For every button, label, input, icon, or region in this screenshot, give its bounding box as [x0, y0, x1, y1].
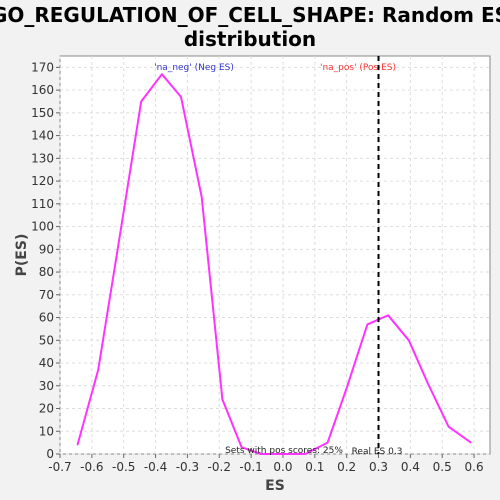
y-tick-label: 80: [39, 265, 54, 279]
data-point: [116, 250, 118, 253]
x-tick-label: -0.4: [144, 460, 167, 474]
y-tick-label: 10: [39, 424, 54, 438]
x-tick-label: 0.5: [433, 460, 452, 474]
data-point: [387, 314, 389, 316]
x-tick-label: 0.2: [337, 460, 356, 474]
data-point: [76, 444, 79, 446]
x-tick-label: 0.1: [305, 460, 324, 474]
data-point: [240, 446, 243, 448]
y-tick-label: 160: [31, 83, 54, 97]
data-point: [180, 96, 182, 98]
x-tick-label: -0.7: [48, 460, 71, 474]
data-point: [260, 453, 262, 455]
y-tick-label: 110: [31, 197, 54, 211]
y-tick-label: 40: [39, 356, 54, 370]
data-point: [470, 442, 472, 444]
series-line: [76, 73, 472, 455]
x-axis-ticks: -0.7 -0.6 -0.5 -0.4 -0.3 -0.2 -0.1 0.0 0.1 0.2 0.3…: [48, 454, 484, 474]
data-point: [346, 387, 348, 389]
x-tick-label: 0.4: [401, 460, 420, 474]
x-axis-label: ES: [265, 478, 285, 494]
series-layer: [76, 73, 472, 455]
data-point: [447, 426, 450, 428]
x-tick-label: -0.1: [239, 460, 262, 474]
y-tick-label: 90: [39, 242, 54, 256]
y-tick-label: 30: [39, 379, 54, 393]
y-tick-label: 70: [39, 288, 54, 302]
data-point: [201, 196, 203, 198]
pos-es-label: 'na_pos' (Pos ES): [320, 63, 396, 73]
y-tick-label: 150: [31, 106, 54, 120]
x-tick-label: 0.6: [465, 460, 484, 474]
chart-title-line2: distribution: [184, 27, 316, 51]
data-point: [97, 369, 99, 371]
data-point: [326, 442, 329, 444]
y-axis-label: P(ES): [14, 234, 30, 277]
data-point: [366, 323, 368, 325]
data-point: [140, 100, 142, 103]
data-point: [285, 453, 287, 455]
y-tick-label: 50: [39, 333, 54, 347]
y-tick-label: 20: [39, 402, 54, 416]
plot-area: [59, 55, 491, 455]
neg-es-label: 'na_neg' (Neg ES): [154, 63, 234, 73]
y-tick-label: 100: [31, 220, 54, 234]
y-tick-label: 130: [31, 151, 54, 165]
data-point: [304, 453, 306, 455]
data-point: [427, 382, 429, 385]
y-tick-label: 120: [31, 174, 54, 188]
x-tick-label: -0.2: [208, 460, 231, 474]
real-es-note: Real ES 0.3: [352, 447, 403, 457]
y-tick-label: 170: [31, 60, 54, 74]
data-point: [408, 339, 410, 341]
data-point: [161, 73, 163, 75]
x-tick-label: -0.5: [112, 460, 135, 474]
chart-title-line1: GO_REGULATION_OF_CELL_SHAPE: Random ES: [0, 3, 500, 27]
y-tick-label: 140: [31, 129, 54, 143]
y-axis-ticks: 0 10 20 30 40 50 60 70 80 90 100 110 120 130 140 150 160…: [31, 60, 60, 461]
x-tick-label: -0.6: [80, 460, 103, 474]
x-tick-label: 0.3: [369, 460, 388, 474]
data-point: [221, 398, 224, 401]
pos-scores-note: Sets with pos scores: 25%: [225, 446, 343, 456]
y-tick-label: 0: [46, 447, 54, 461]
y-tick-label: 60: [39, 311, 54, 325]
x-tick-label: 0.0: [273, 460, 292, 474]
x-tick-label: -0.3: [176, 460, 199, 474]
